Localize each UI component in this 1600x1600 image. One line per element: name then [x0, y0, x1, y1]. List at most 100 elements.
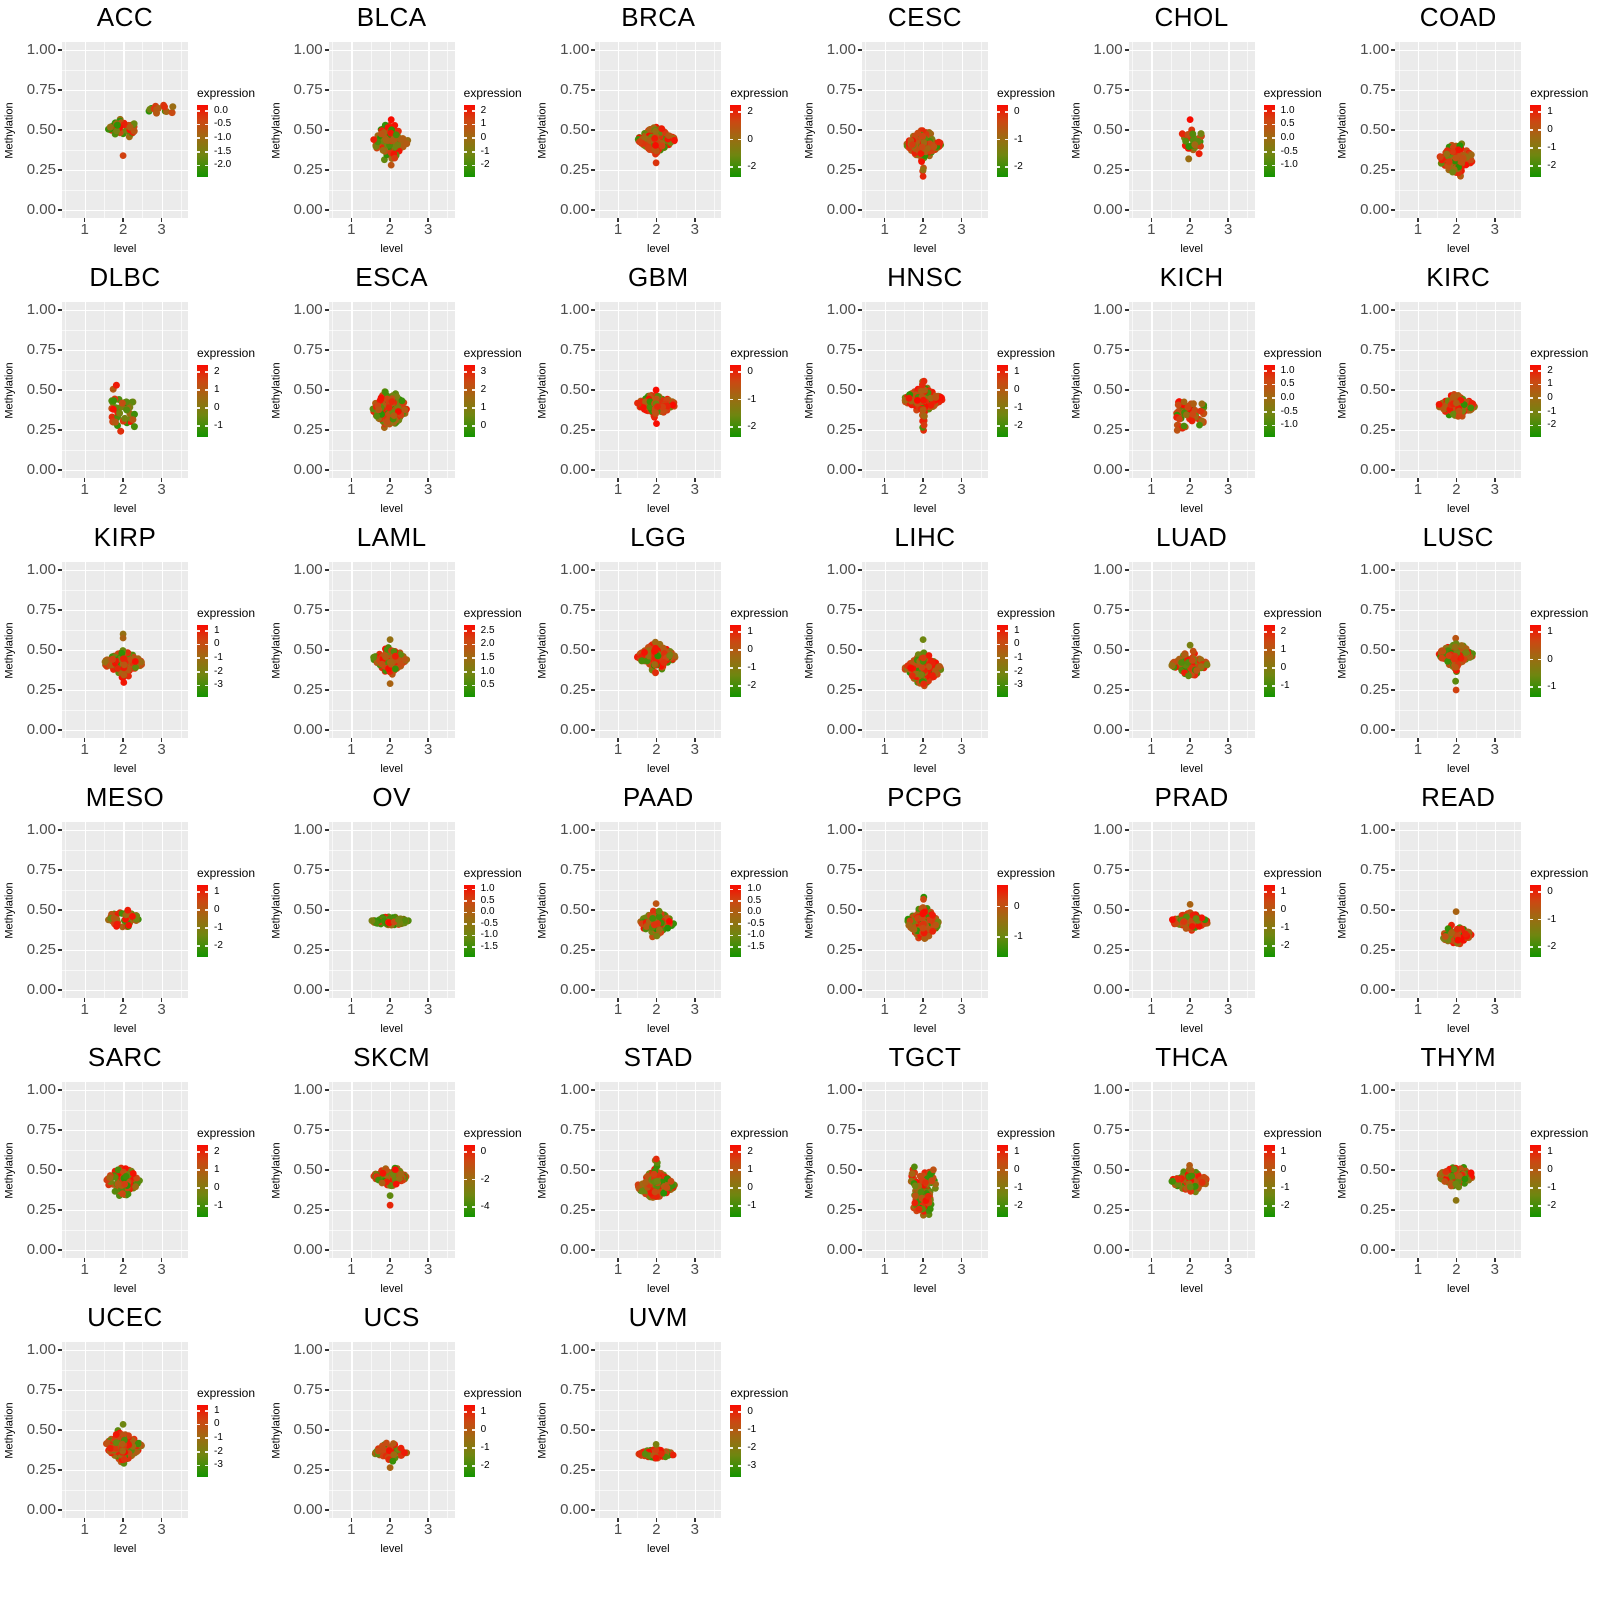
y-tick-mark: [591, 1129, 596, 1131]
x-tick-mark: [389, 1518, 391, 1522]
major-gridline: [1128, 310, 1255, 312]
legend-tick-mark: [197, 1464, 200, 1467]
y-tick-mark: [58, 169, 62, 171]
y-tick-mark: [1391, 129, 1396, 131]
legend-label: -1: [1547, 680, 1557, 692]
legend-label: 0.5: [747, 894, 762, 906]
y-tick-label: 0.75: [26, 341, 56, 358]
major-gridline: [861, 170, 988, 172]
major-gridline: [328, 1390, 455, 1392]
x-tick-mark: [389, 998, 391, 1002]
x-tick-label: 3: [690, 1001, 700, 1018]
legend-tick-mark: [1271, 909, 1275, 911]
y-tick-label: 0.75: [1360, 601, 1390, 618]
y-tick-mark: [58, 1129, 62, 1131]
legend-tick-mark: [730, 1151, 734, 1153]
y-tick-label: 0.25: [26, 1201, 56, 1218]
legend-tick-mark: [730, 1169, 734, 1171]
y-tick-mark: [1124, 1209, 1129, 1211]
legend-tick-mark: [471, 407, 475, 409]
y-tick-mark: [857, 1169, 862, 1171]
panel-title: THYM: [1420, 1042, 1497, 1072]
x-tick-mark: [122, 1258, 124, 1262]
legend-label: -1: [747, 1200, 757, 1212]
y-tick-label: 0.75: [1360, 341, 1390, 358]
minor-gridline: [62, 1370, 188, 1371]
y-tick-label: 0.75: [293, 341, 323, 358]
x-tick-mark: [922, 478, 924, 482]
legend: expression 0 -2 -4: [463, 1126, 534, 1217]
major-gridline: [595, 50, 722, 52]
x-axis-title: level: [1446, 503, 1470, 515]
legend: expression 1 0 -1 -2 -3: [197, 1386, 267, 1477]
legend-tick-mark: [463, 407, 467, 409]
y-tick-label: 0.25: [1360, 421, 1390, 438]
legend-tick-mark: [1263, 945, 1267, 947]
legend-label: -2: [747, 420, 757, 432]
legend-tick-mark: [1004, 1151, 1008, 1153]
x-tick-label: 3: [1223, 481, 1233, 498]
x-axis-title: level: [113, 503, 137, 515]
legend-tick-mark: [471, 1447, 475, 1449]
y-tick-mark: [857, 429, 862, 431]
x-tick-mark: [427, 998, 429, 1002]
x-tick-label: 2: [385, 741, 394, 758]
minor-gridline: [328, 370, 455, 371]
legend-tick-mark: [1530, 918, 1534, 921]
legend-label: 0: [214, 402, 220, 414]
legend-label: -0.5: [747, 917, 765, 929]
legend-label: 0: [1013, 384, 1020, 396]
y-tick-label: 0.75: [560, 601, 590, 618]
legend-gradient-bar: [730, 885, 742, 957]
x-tick-label: 1: [80, 221, 89, 238]
legend-tick-mark: [1271, 383, 1275, 386]
y-tick-mark: [58, 829, 62, 831]
legend-label: -3: [747, 1460, 757, 1472]
legend-tick-mark: [1538, 946, 1542, 948]
legend-label: 0: [214, 638, 220, 650]
major-gridline: [328, 170, 455, 172]
legend-tick-mark: [197, 110, 200, 112]
y-tick-label: 0.75: [826, 1121, 856, 1138]
legend-label: -1: [214, 922, 223, 934]
plot-area: [1395, 562, 1522, 738]
legend-tick-mark: [1004, 1169, 1008, 1171]
legend-gradient-bar: [197, 365, 208, 437]
y-tick-label: 0.50: [293, 381, 323, 398]
panel-title: PAAD: [622, 782, 694, 812]
minor-gridline: [1395, 1190, 1522, 1191]
legend-tick-marks: [1530, 625, 1542, 697]
legend-tick-mark: [471, 643, 475, 646]
y-tick-label: 0.25: [826, 161, 856, 178]
plot-area: [328, 1342, 455, 1518]
minor-gridline: [1395, 890, 1522, 891]
major-gridline: [1395, 730, 1522, 732]
legend-tick-mark: [996, 1187, 1000, 1189]
legend-gradient-bar: [730, 625, 742, 697]
x-tick-mark: [960, 738, 963, 742]
legend-tick-mark: [1263, 411, 1267, 413]
major-gridline: [62, 210, 188, 212]
y-tick-mark: [857, 989, 862, 991]
major-gridline: [328, 730, 455, 732]
y-tick-mark: [58, 49, 62, 51]
legend-tick-marks: [1530, 105, 1542, 177]
minor-gridline: [62, 930, 188, 931]
x-tick-label: 1: [1147, 221, 1156, 238]
minor-gridline: [1395, 1150, 1522, 1151]
panel-title: MESO: [85, 782, 165, 812]
legend-gradient-bar: [996, 1145, 1008, 1217]
major-gridline: [861, 870, 988, 872]
y-tick-mark: [1391, 209, 1396, 211]
major-gridline: [1395, 170, 1522, 172]
legend: expression 1.0 0.5 0.0 -0.5 -1.0: [1263, 346, 1334, 437]
x-tick-mark: [122, 998, 124, 1002]
y-tick-label: 0.25: [1360, 941, 1390, 958]
legend-tick-mark: [463, 671, 467, 673]
legend-tick-mark: [730, 1429, 734, 1431]
minor-gridline: [1395, 70, 1522, 71]
legend-tick-mark: [471, 946, 475, 948]
major-gridline: [328, 610, 455, 612]
y-tick-label: 0.00: [1360, 1241, 1390, 1258]
x-tick-mark: [160, 478, 163, 482]
